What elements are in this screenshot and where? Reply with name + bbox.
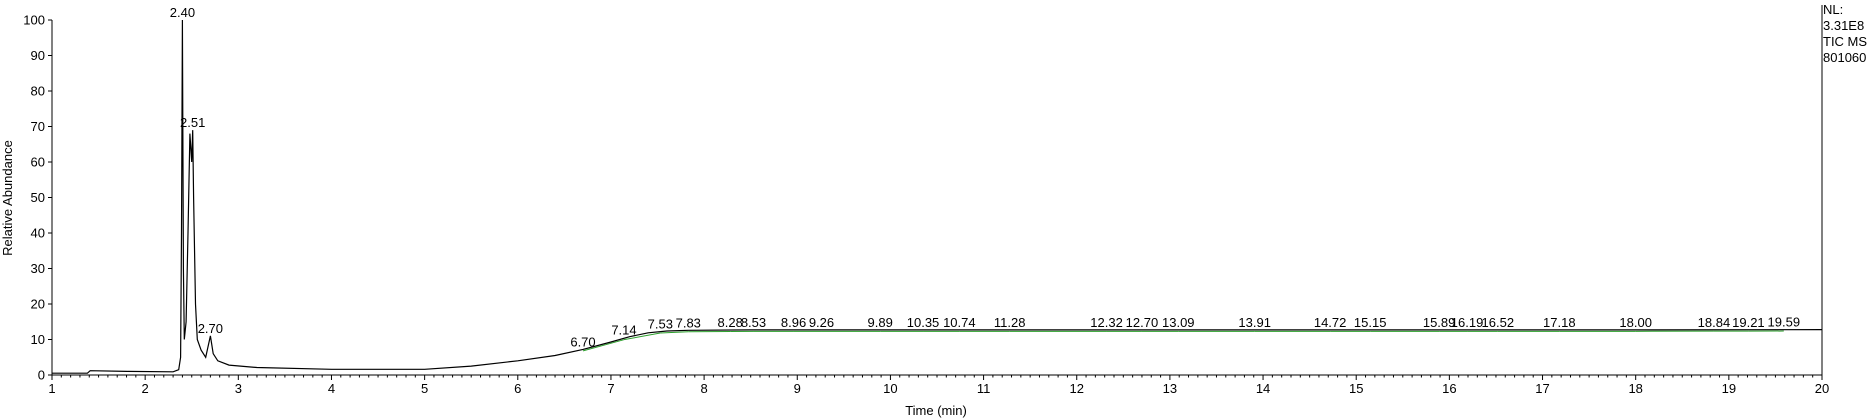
x-tick-label: 17: [1535, 381, 1549, 396]
x-tick-label: 5: [421, 381, 428, 396]
peak-label: 16.52: [1482, 315, 1515, 330]
peak-labels: 2.40 2.51 2.70 6.70 7.14 7.53 7.83 8.288.53 8.96…: [170, 5, 1800, 349]
x-tick-label: 18: [1628, 381, 1642, 396]
integration-baselines: [582, 330, 1784, 352]
peak-label: 7.83: [676, 315, 701, 330]
peak-label: 2.70: [198, 321, 223, 336]
y-axis-title: Relative Abundance: [0, 140, 15, 256]
y-tick-label: 70: [31, 119, 45, 134]
peak-label: 19.21: [1732, 315, 1765, 330]
peak-label: 18.84: [1698, 315, 1731, 330]
peak-label: 2.51: [180, 115, 205, 130]
peak-label: 9.26: [809, 315, 834, 330]
peak-label: 10.35: [907, 315, 940, 330]
x-tick-label: 15: [1349, 381, 1363, 396]
peak-label: 16.19: [1451, 315, 1484, 330]
x-tick-label: 1: [48, 381, 55, 396]
peak-label: 18.00: [1619, 315, 1652, 330]
x-tick-label: 19: [1722, 381, 1736, 396]
x-axis-title: Time (min): [905, 403, 967, 418]
tic-trace-line: [52, 19, 1823, 374]
x-tick-label: 12: [1070, 381, 1084, 396]
x-tick-label: 20: [1815, 381, 1829, 396]
peak-label: 7.53: [648, 317, 673, 332]
x-tick-label: 8: [700, 381, 707, 396]
x-tick-label: 14: [1256, 381, 1270, 396]
integration-baseline: [582, 339, 625, 352]
y-tick-label: 100: [23, 13, 45, 28]
y-tick-label: 0: [38, 368, 45, 383]
y-tick-label: 30: [31, 261, 45, 276]
y-tick-label: 60: [31, 155, 45, 170]
peak-label: 9.89: [868, 315, 893, 330]
peak-label: 11.28: [994, 315, 1026, 330]
peak-label: 19.59: [1768, 315, 1801, 330]
peak-label: 8.96: [781, 315, 806, 330]
sample-id: 801060: [1823, 50, 1867, 65]
peak-label: 2.40: [170, 5, 195, 20]
y-tick-label: 20: [31, 297, 45, 312]
y-tick-label: 40: [31, 226, 45, 241]
x-tick-label: 2: [142, 381, 149, 396]
peak-label: 12.70: [1126, 315, 1159, 330]
y-tick-label: 80: [31, 84, 45, 99]
peak-label: 13.91: [1238, 315, 1271, 330]
y-tick-label: 50: [31, 190, 45, 205]
x-tick-label: 13: [1163, 381, 1177, 396]
peak-label: 17.18: [1543, 315, 1576, 330]
x-tick-label: 7: [607, 381, 614, 396]
x-tick-label: 4: [328, 381, 335, 396]
peak-label: 15.15: [1354, 315, 1387, 330]
peak-label: 10.74: [943, 315, 976, 330]
integration-baseline: [660, 331, 689, 334]
x-tick-label: 6: [514, 381, 521, 396]
x-tick-label: 3: [235, 381, 242, 396]
peak-label: 13.09: [1162, 315, 1195, 330]
trace-type: TIC MS: [1823, 34, 1868, 49]
peak-label: 6.70: [570, 334, 595, 349]
peak-label: 8.53: [741, 315, 766, 330]
integration-baseline: [623, 332, 661, 341]
peak-label: 14.72: [1314, 315, 1347, 330]
x-tick-label: 16: [1442, 381, 1456, 396]
peak-label: 7.14: [611, 323, 636, 338]
trace-info: NL: 3.31E8 TIC MS 801060: [1823, 2, 1867, 66]
x-tick-label: 11: [977, 381, 991, 396]
y-tick-label: 90: [31, 48, 45, 63]
x-tick-label: 10: [883, 381, 897, 396]
y-tick-label: 10: [31, 332, 45, 347]
peak-label: 15.89: [1423, 315, 1456, 330]
peak-label: 12.32: [1090, 315, 1123, 330]
nl-label: NL:: [1823, 2, 1844, 17]
x-tick-label: 9: [794, 381, 801, 396]
peak-label: 8.28: [718, 315, 743, 330]
nl-value: 3.31E8: [1823, 18, 1865, 33]
